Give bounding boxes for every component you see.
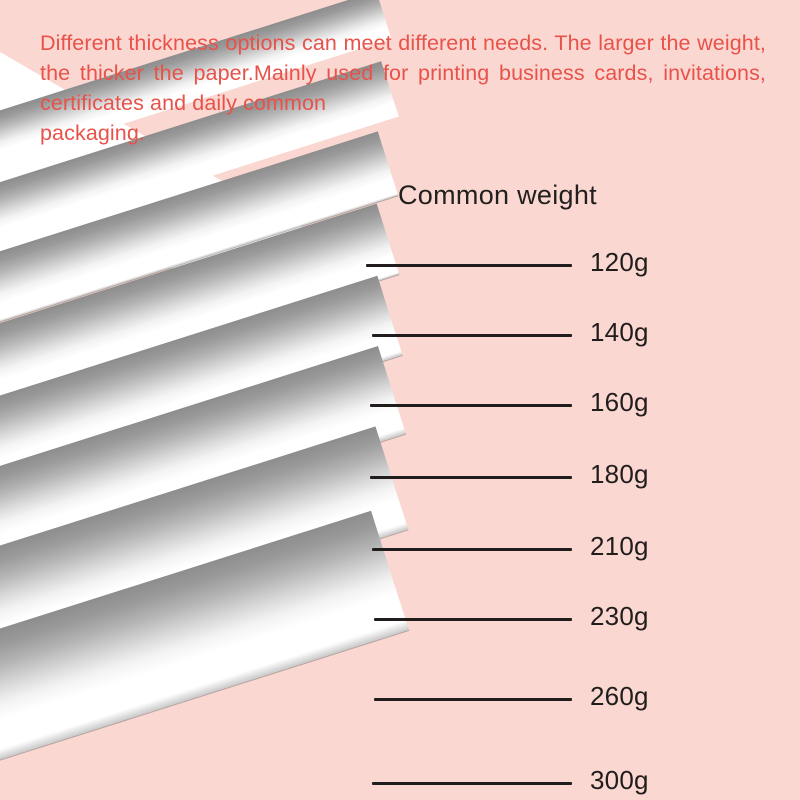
leader-line (374, 618, 572, 621)
intro-paragraph: Different thickness options can meet dif… (40, 28, 766, 148)
leader-line (372, 548, 572, 551)
weight-label-210g: 210g (590, 531, 649, 561)
leader-line (372, 782, 572, 785)
weight-label-230g: 230g (590, 601, 649, 631)
weight-label-180g: 180g (590, 459, 649, 489)
weight-label-140g: 140g (590, 317, 649, 347)
leader-line (370, 476, 572, 479)
weight-label-120g: 120g (590, 247, 649, 277)
leader-line (372, 334, 572, 337)
intro-paragraph-lastline: packaging. (40, 121, 145, 145)
page-title: Common weight (398, 180, 597, 210)
intro-paragraph-body: Different thickness options can meet dif… (40, 31, 766, 115)
leader-line (366, 264, 572, 267)
weight-label-260g: 260g (590, 681, 649, 711)
leader-line (370, 404, 572, 407)
weight-label-160g: 160g (590, 387, 649, 417)
leader-line (374, 698, 572, 701)
weight-label-300g: 300g (590, 765, 649, 795)
